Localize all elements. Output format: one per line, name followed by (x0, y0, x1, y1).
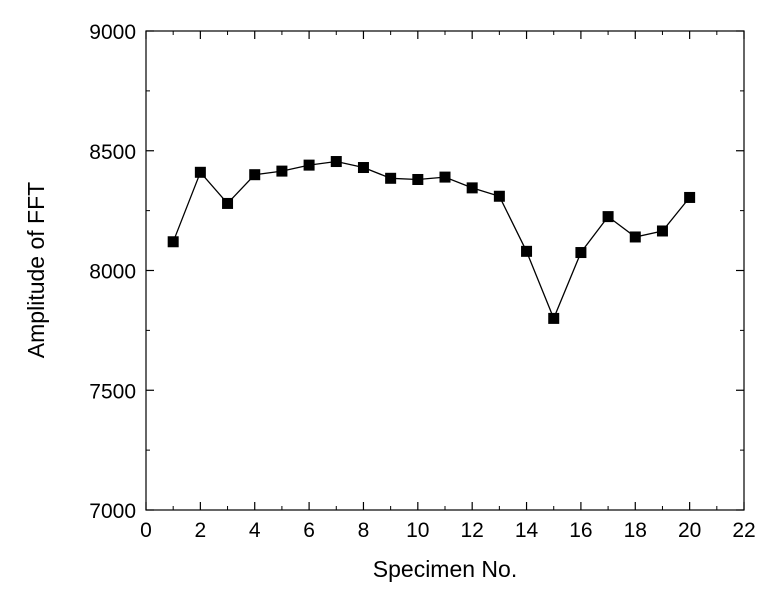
data-point (330, 156, 342, 168)
data-point (684, 191, 696, 203)
x-axis-title: Specimen No. (373, 556, 517, 582)
x-tick-label: 14 (515, 519, 539, 542)
plot-area (145, 30, 745, 511)
x-tick-label: 0 (140, 519, 152, 542)
x-tick-label: 16 (569, 519, 592, 542)
data-point (493, 190, 505, 202)
series-layer (167, 156, 696, 324)
y-tick-label: 7000 (89, 500, 136, 523)
x-tick-label: 8 (358, 519, 370, 542)
x-tick-label: 10 (406, 519, 429, 542)
x-tick-label: 2 (195, 519, 207, 542)
data-point (357, 162, 369, 174)
series-line (172, 160, 691, 321)
data-point (439, 171, 451, 183)
data-point (466, 182, 478, 194)
data-point (575, 247, 587, 259)
data-point (656, 225, 668, 237)
data-point (167, 236, 179, 248)
y-tick-label: 8500 (89, 141, 136, 164)
x-tick-label: 6 (303, 519, 315, 542)
y-axis-title: Amplitude of FFT (23, 182, 49, 358)
x-tick-label: 12 (461, 519, 484, 542)
x-tick-label: 22 (732, 519, 755, 542)
y-tick-label: 7500 (89, 380, 136, 403)
data-point (222, 197, 234, 209)
data-point (194, 166, 206, 178)
data-point (548, 312, 560, 324)
x-axis-ticks: 0 2 4 6 8 10 12 14 16 18 20 22 (140, 31, 756, 542)
x-tick-label: 20 (678, 519, 701, 542)
x-tick-label: 18 (624, 519, 647, 542)
x-tick-label: 4 (249, 519, 261, 542)
data-point (629, 231, 641, 243)
data-point (385, 172, 397, 184)
data-point (602, 211, 614, 223)
y-tick-label: 9000 (89, 21, 136, 44)
data-point (303, 159, 315, 171)
data-point (412, 173, 424, 185)
data-point (521, 245, 533, 257)
data-point (249, 169, 261, 181)
data-point (276, 165, 288, 177)
y-axis-ticks: 7000 7500 8000 8500 9000 (89, 21, 744, 523)
y-tick-label: 8000 (89, 261, 136, 284)
